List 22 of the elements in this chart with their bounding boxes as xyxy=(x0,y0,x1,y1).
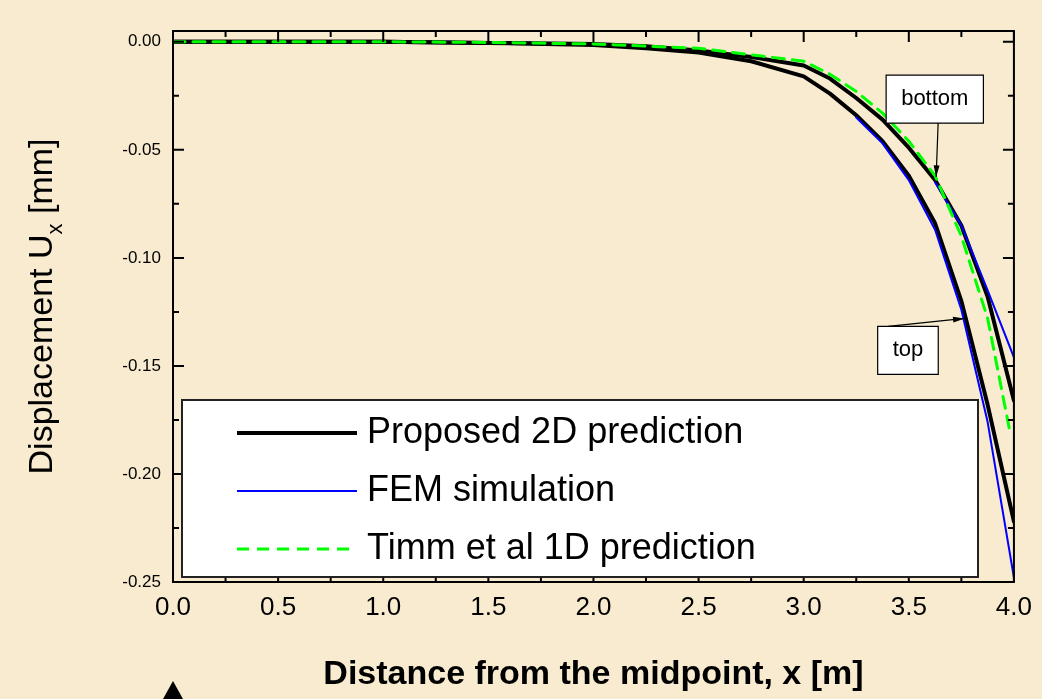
annotation: top xyxy=(892,336,924,362)
x-tick-label: 1.0 xyxy=(365,590,402,621)
x-tick-label: 3.0 xyxy=(785,590,822,621)
y-axis-title: Displacement Ux [mm] xyxy=(21,138,67,475)
y-tick-label: -0.20 xyxy=(122,463,161,483)
x-tick-label: 0.0 xyxy=(154,590,192,621)
annotation: bottom xyxy=(901,85,969,111)
x-tick-label: 2.0 xyxy=(575,590,612,621)
x-axis-title: Distance from the midpoint, x [m] xyxy=(323,653,864,691)
y-tick-label: 0.00 xyxy=(127,31,161,51)
y-tick-label: -0.05 xyxy=(122,139,161,159)
x-tick-label: 0.5 xyxy=(260,590,297,621)
legend-label: Proposed 2D prediction xyxy=(367,409,744,451)
legend-label: FEM simulation xyxy=(367,467,616,509)
y-tick-label: -0.10 xyxy=(122,247,161,267)
x-tick-label: 1.5 xyxy=(470,590,507,621)
x-tick-label: 3.5 xyxy=(890,590,927,621)
y-tick-label: -0.15 xyxy=(122,355,161,375)
x-tick-label: 4.0 xyxy=(995,590,1033,621)
y-tick-label: -0.25 xyxy=(122,571,161,591)
legend-label: Timm et al 1D prediction xyxy=(367,525,756,567)
x-tick-label: 2.5 xyxy=(680,590,717,621)
